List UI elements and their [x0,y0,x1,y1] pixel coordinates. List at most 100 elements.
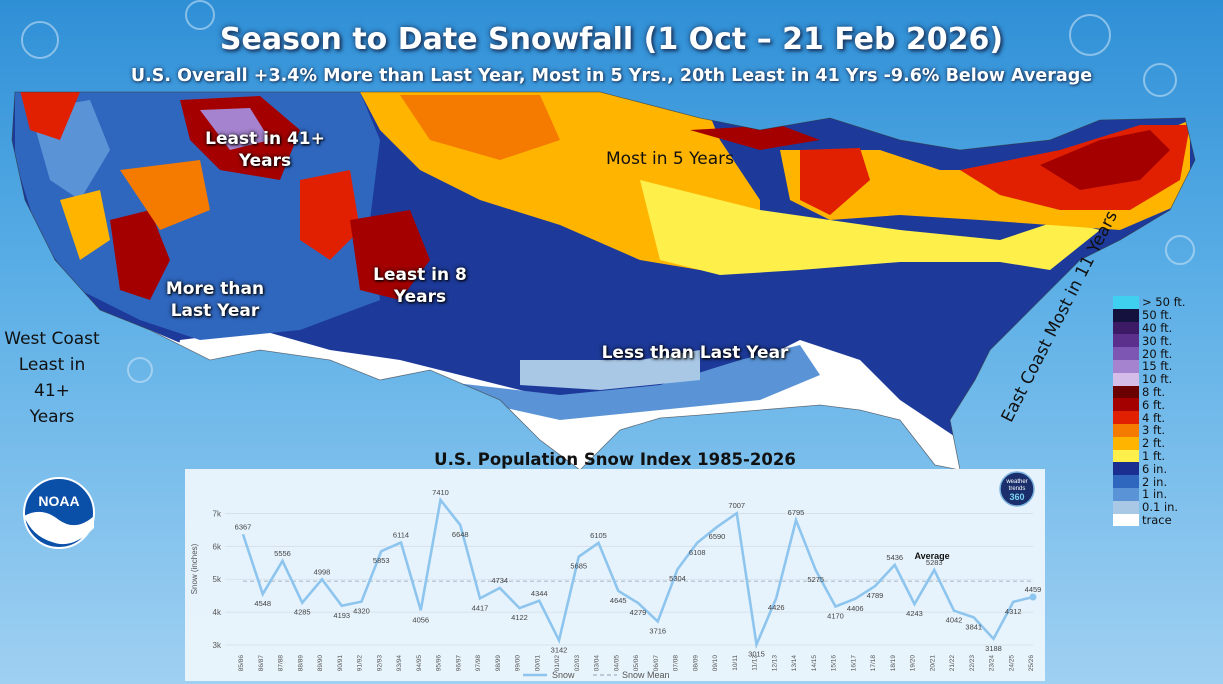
x-tick-label: 24/25 [1008,655,1015,672]
legend-item: 40 ft. [1113,321,1223,335]
chart-legend: Snow Snow Mean [523,670,670,680]
chart-ylabel: Snow (inches) [190,543,199,594]
data-label: 4459 [1025,585,1042,594]
legend-item: 1 in. [1113,487,1223,502]
x-tick-label: 11/12 [752,655,759,671]
legend-swatch [1113,385,1139,399]
x-tick-label: 20/21 [929,655,936,672]
legend-swatch [1113,487,1139,501]
legend-swatch [1113,449,1139,463]
legend-label: 30 ft. [1142,333,1173,348]
data-label: 3716 [649,626,666,635]
x-tick-label: 94/95 [416,655,423,672]
x-tick-label: 10/11 [732,655,739,671]
legend-item: 15 ft. [1113,359,1223,374]
x-tick-label: 12/13 [771,655,778,672]
x-tick-label: 22/23 [969,655,976,672]
chart-grid [225,513,1033,646]
data-label: 4998 [314,567,331,576]
chart-y-ticks: 3k 4k 5k 6k 7k [213,509,222,650]
data-label: 6105 [590,531,607,540]
legend-label: > 50 ft. [1142,295,1186,310]
data-label: 6648 [452,530,469,539]
legend-item: 0.1 in. [1113,500,1223,515]
legend-swatch [1113,347,1139,360]
legend-label: 8 ft. [1142,384,1165,399]
svg-text:360: 360 [1009,492,1024,502]
data-label: 4285 [294,608,311,617]
data-label: 6795 [788,508,805,517]
x-tick-label: 00/01 [534,655,541,672]
data-label: 6108 [689,548,706,557]
us-snow-map [12,92,1195,470]
x-tick-label: 85/86 [238,655,245,672]
legend-item: 8 ft. [1113,384,1223,399]
map-title: Season to Date Snowfall (1 Oct – 21 Feb … [219,22,1004,57]
legend-mean-label: Snow Mean [622,670,670,680]
data-label: 3841 [965,622,982,631]
data-label: 4406 [847,604,864,613]
data-label: 4170 [827,612,844,621]
annotation-less-than-last-year: Less than Last Year [601,343,789,363]
x-tick-label: 19/20 [910,655,917,672]
y-tick-label: 7k [213,509,222,518]
legend-label: 1 in. [1142,487,1168,502]
data-label: 7410 [432,488,449,497]
legend-label: 0.1 in. [1142,500,1179,515]
legend-swatch [1113,308,1139,322]
legend-swatch [1113,334,1139,348]
chart-title: U.S. Population Snow Index 1985-2026 [434,450,796,469]
legend-label: 3 ft. [1142,423,1165,438]
legend-label: 20 ft. [1142,346,1173,361]
x-tick-label: 14/15 [811,655,818,672]
data-label: 3188 [985,644,1002,653]
data-label: 5685 [570,562,587,571]
x-tick-label: 09/10 [712,655,719,672]
x-tick-label: 95/96 [436,655,443,672]
svg-text:trends: trends [1009,486,1026,492]
legend-swatch [1113,398,1139,412]
legend-label: 2 ft. [1142,436,1165,451]
data-label: 5283 [926,558,943,567]
data-label: 5556 [274,549,291,558]
legend-item: 6 in. [1113,462,1223,476]
x-tick-label: 23/24 [989,655,996,672]
data-label: 4734 [491,576,508,585]
x-tick-label: 18/19 [890,655,897,672]
legend-swatch [1113,411,1139,424]
x-tick-label: 99/00 [515,655,522,672]
legend-swatch [1113,296,1139,309]
data-label: 4789 [867,591,884,600]
x-tick-label: 06/07 [653,655,660,672]
map-legend: > 50 ft. 50 ft. 40 ft. 30 ft. 20 ft. 15 ft. 10… [1113,295,1223,527]
legend-label: 10 ft. [1142,372,1173,387]
legend-snow-label: Snow [552,670,575,680]
x-tick-label: 05/06 [633,655,640,672]
x-tick-label: 88/89 [297,655,304,672]
data-label: 5275 [807,575,824,584]
x-tick-label: 98/99 [495,655,502,672]
legend-label: 1 ft. [1142,448,1165,463]
data-label: 6114 [393,531,409,540]
data-label: 7007 [728,501,745,510]
legend-label: 15 ft. [1142,359,1173,374]
legend-swatch [1113,359,1139,373]
legend-label: 6 ft. [1142,397,1165,412]
data-label: 4320 [353,607,370,616]
x-tick-label: 89/90 [317,655,324,672]
svg-text:weather: weather [1005,479,1027,485]
legend-swatch [1113,436,1139,450]
x-tick-label: 21/22 [949,655,956,672]
data-label: 3142 [551,645,568,654]
chart-data-labels: 6367 4548 5556 4285 4998 4193 4320 5853 6114 4056… [235,488,1042,659]
data-label: 5853 [373,556,390,565]
legend-swatch [1113,321,1139,335]
data-label: 6590 [709,532,726,541]
annotation-west-coast: West Coast Least in 41+ Years [4,329,100,427]
x-tick-label: 96/97 [455,655,462,672]
x-tick-label: 86/87 [258,655,265,672]
data-label: 4122 [511,613,528,622]
data-label: 5436 [886,553,903,562]
legend-item: 30 ft. [1113,333,1223,348]
x-tick-label: 17/18 [870,655,877,672]
